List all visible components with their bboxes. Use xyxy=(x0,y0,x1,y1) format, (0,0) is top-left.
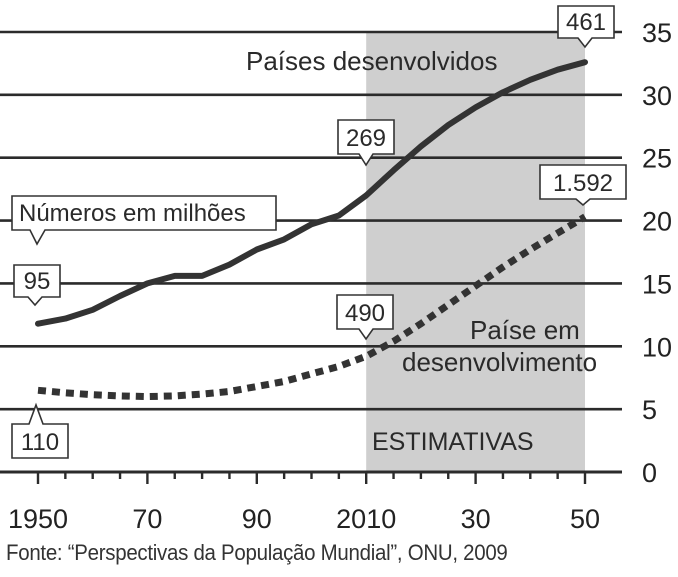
developing-countries-line xyxy=(37,213,587,401)
callout-developing-2010: 490 xyxy=(336,294,394,341)
y-tick-label: 10 xyxy=(642,332,672,362)
source-note: Fonte: “Perspectivas da População Mundia… xyxy=(6,540,508,565)
x-tick-label: 30 xyxy=(461,504,491,534)
estimates-shaded-region xyxy=(366,32,585,472)
callout-box xyxy=(539,164,627,207)
x-tick-label: 1950 xyxy=(8,504,68,534)
units-note: Números em milhões xyxy=(19,200,246,227)
y-tick-label: 25 xyxy=(642,144,672,174)
callout-value: 461 xyxy=(566,9,606,36)
value-callouts: 95 269 461 110 490 1.592 xyxy=(11,5,627,459)
x-tick-label: 2010 xyxy=(336,504,396,534)
y-tick-label: 15 xyxy=(642,269,672,299)
callout-developed-1950: 95 xyxy=(13,264,61,307)
callout-value: 269 xyxy=(346,125,386,152)
callout-value: 1.592 xyxy=(553,170,613,197)
callout-developed-2050: 461 xyxy=(557,5,615,49)
y-tick-label: 5 xyxy=(642,395,657,425)
callout-developed-2010: 269 xyxy=(337,119,395,167)
y-tick-label: 30 xyxy=(642,81,672,111)
series-label-developed: Países desenvolvidos xyxy=(246,46,497,76)
callout-developing-1950: 110 xyxy=(11,402,69,459)
estimates-label: ESTIMATIVAS xyxy=(372,428,534,456)
x-tick-label: 50 xyxy=(570,504,600,534)
y-tick-label: 35 xyxy=(642,18,672,48)
y-tick-label: 20 xyxy=(642,207,672,237)
callout-box xyxy=(337,119,395,167)
callout-box xyxy=(557,5,615,49)
series-label-developing-line2: desenvolvimento xyxy=(402,347,597,377)
callout-developing-2050: 1.592 xyxy=(539,164,627,207)
y-axis: 0 5 10 15 20 25 30 35 xyxy=(642,18,672,488)
x-axis: 1950 70 90 2010 30 50 xyxy=(8,472,600,534)
callout-value: 110 xyxy=(21,429,59,456)
developed-countries-line xyxy=(35,59,588,327)
x-tick-label: 90 xyxy=(242,504,272,534)
callout-box xyxy=(13,264,61,307)
x-tick-label: 70 xyxy=(132,504,162,534)
callout-box xyxy=(11,402,69,459)
callout-value: 490 xyxy=(345,300,385,327)
callout-value: 95 xyxy=(24,268,51,295)
units-note-box xyxy=(11,195,277,246)
series-label-developing-line1: Paíse em xyxy=(470,315,580,345)
callout-box xyxy=(336,294,394,341)
y-tick-label: 0 xyxy=(642,458,657,488)
